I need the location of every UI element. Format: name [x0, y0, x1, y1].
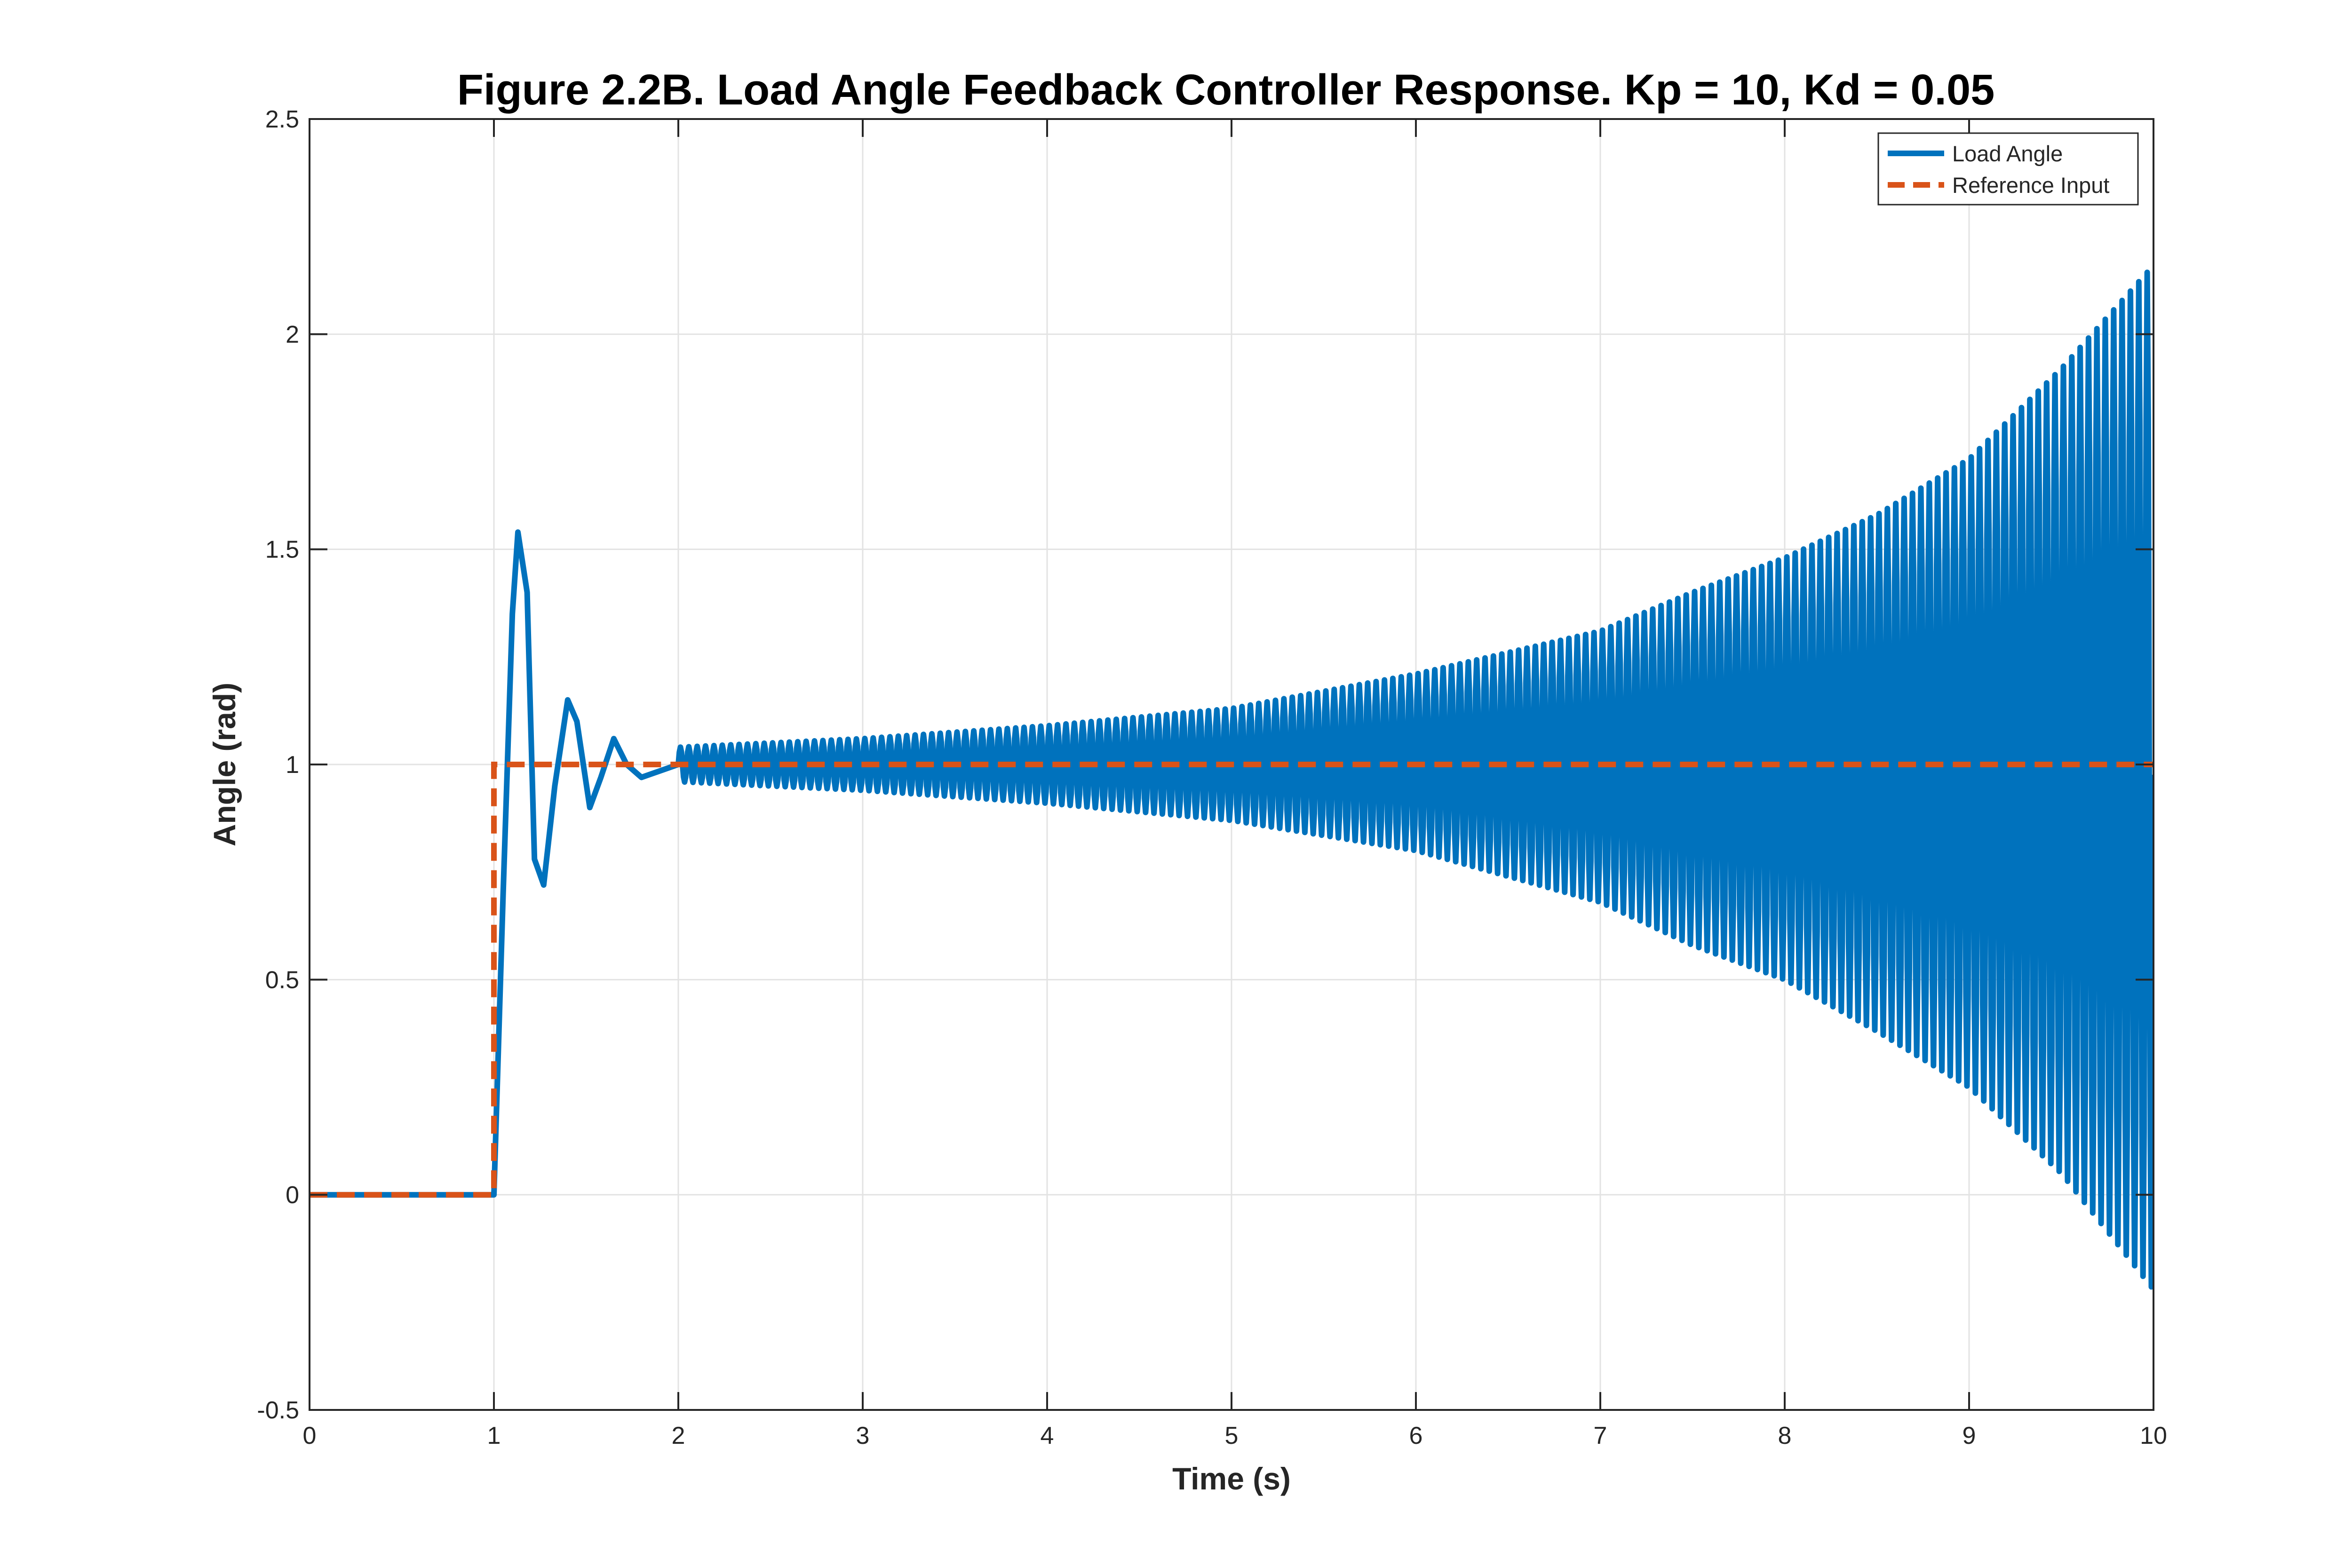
- y-tick-label: 1.5: [265, 536, 299, 564]
- x-tick-label: 4: [1041, 1422, 1054, 1449]
- y-tick-label: 2.5: [265, 106, 299, 133]
- x-tick-label: 10: [2140, 1422, 2167, 1449]
- legend-label-reference-input: Reference Input: [1952, 173, 2109, 198]
- x-tick-label: 9: [1963, 1422, 1976, 1449]
- y-axis-label: Angle (rad): [207, 683, 242, 846]
- x-tick-label: 6: [1409, 1422, 1423, 1449]
- x-tick-label: 0: [303, 1422, 317, 1449]
- y-tick-labels: -0.5 0 0.5 1 1.5 2 2.5: [257, 106, 299, 1424]
- x-tick-label: 8: [1778, 1422, 1792, 1449]
- y-tick-label: 0.5: [265, 966, 299, 994]
- y-tick-label: 1: [286, 751, 299, 779]
- x-tick-label: 2: [672, 1422, 685, 1449]
- x-tick-labels: 0 1 2 3 4 5 6 7 8 9 10: [303, 1422, 2167, 1449]
- chart-title: Figure 2.2B. Load Angle Feedback Control…: [457, 66, 1995, 114]
- y-tick-label: 0: [286, 1182, 299, 1209]
- legend-box: [1877, 132, 2139, 206]
- x-tick-label: 5: [1225, 1422, 1239, 1449]
- series-reference-input: [310, 762, 2153, 1198]
- x-tick-label: 7: [1594, 1422, 1607, 1449]
- series-layer: [310, 270, 2153, 1290]
- y-tick-label: -0.5: [257, 1397, 299, 1424]
- x-tick-label: 1: [487, 1422, 501, 1449]
- legend-label-load-angle: Load Angle: [1952, 141, 2063, 166]
- x-axis-label: Time (s): [1172, 1461, 1291, 1496]
- y-tick-label: 2: [286, 321, 299, 348]
- legend: Load Angle Reference Input: [1877, 132, 2139, 206]
- plot-area: [309, 118, 2154, 1411]
- x-tick-label: 3: [856, 1422, 870, 1449]
